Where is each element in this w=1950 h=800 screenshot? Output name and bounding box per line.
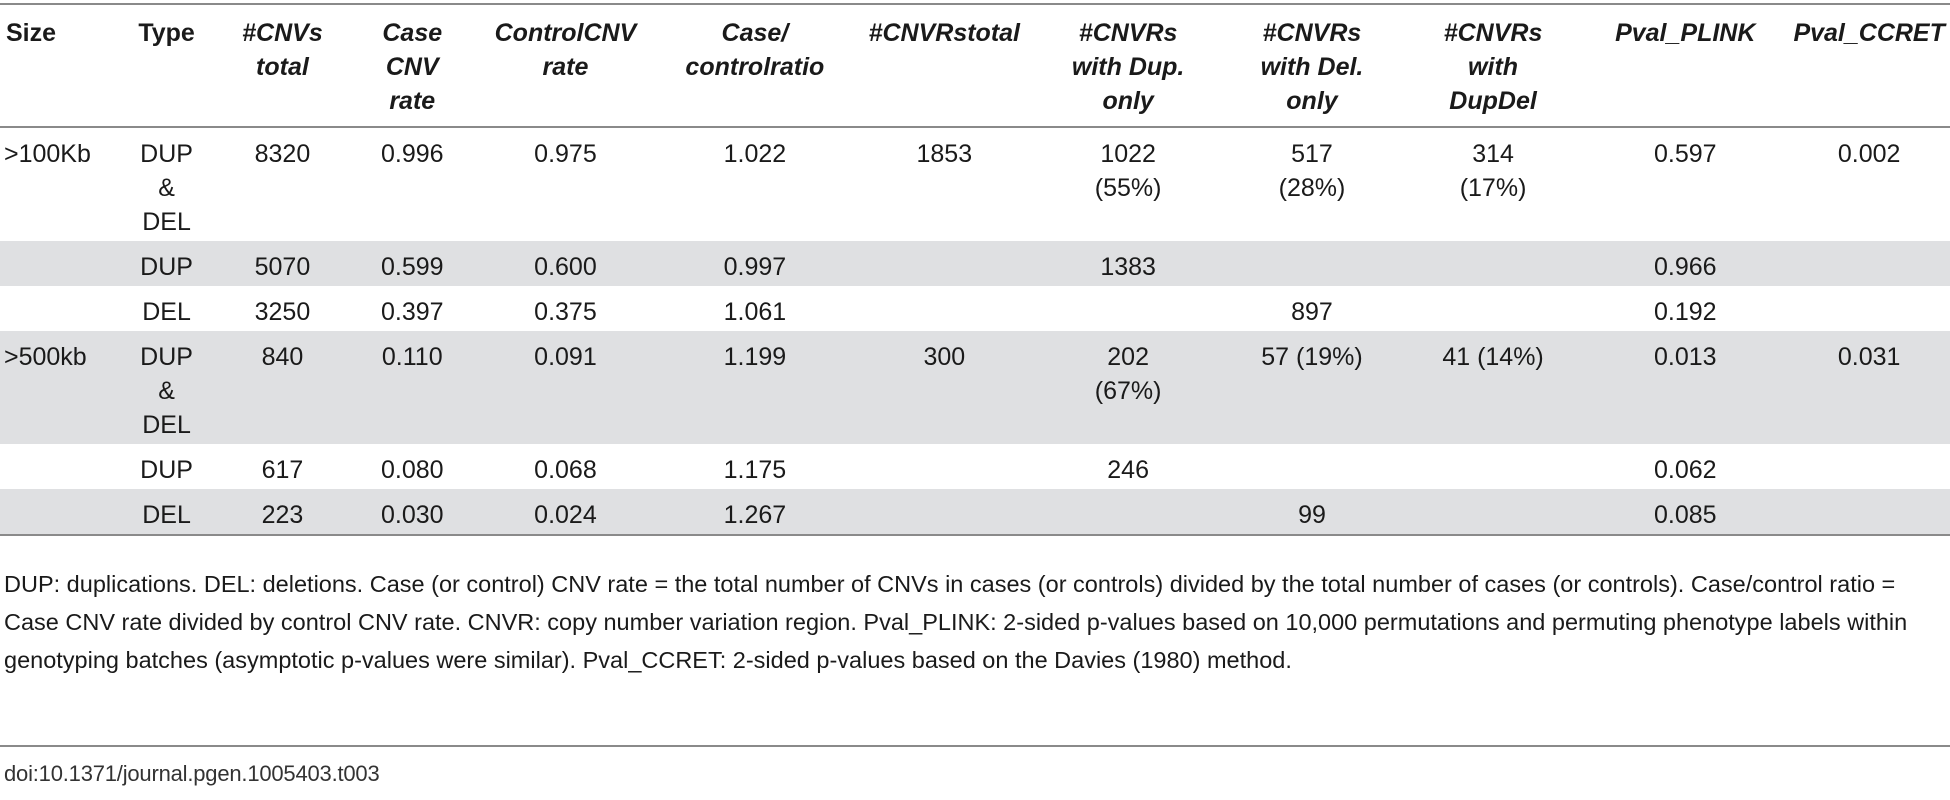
header-cnvrs-total: #CNVRstotal bbox=[852, 5, 1037, 128]
cell-size bbox=[0, 444, 119, 489]
cell-pval-plink: 0.013 bbox=[1582, 331, 1789, 444]
header-case-cnv-rate: Case CNV rate bbox=[350, 5, 474, 128]
cell-size: >500kb bbox=[0, 331, 120, 444]
cell-pval-ccret: 0.002 bbox=[1837, 140, 1901, 168]
cell-cnvs-total: 617 bbox=[261, 456, 304, 484]
header-cnvrs-dupdel: #CNVRs with DupDel bbox=[1403, 5, 1583, 128]
cell-pval-plink: 0.085 bbox=[1582, 489, 1789, 536]
cell-pval-ccret: 0.031 bbox=[1788, 331, 1950, 444]
table-footnote: DUP: duplications. DEL: deletions. Case … bbox=[4, 571, 1908, 673]
cell-case-cnv-rate: 0.397 bbox=[380, 298, 444, 326]
cell-case-cnv-rate: 0.080 bbox=[380, 456, 444, 484]
cell-cnvrs-total bbox=[852, 241, 1037, 286]
cell-type: DUP & DEL bbox=[119, 331, 214, 444]
cell-cnvs-total: 223 bbox=[213, 489, 351, 536]
table-row: DUP 617 0.080 0.068 1.175 246 0.062 bbox=[0, 444, 1950, 489]
cell-cnvrs-del-only: 57 (19%) bbox=[1220, 331, 1404, 444]
cell-cnvrs-del-only bbox=[1220, 241, 1404, 286]
cell-cnvrs-dup-only: 202 (67%) bbox=[1036, 331, 1221, 444]
cell-cnvrs-total bbox=[852, 286, 1036, 331]
cell-cnvs-total: 3250 bbox=[254, 298, 311, 326]
cell-type: DEL bbox=[119, 489, 214, 536]
cell-case-cnv-rate: 0.030 bbox=[350, 489, 474, 536]
header-type: Type bbox=[119, 5, 214, 128]
cell-type: DUP & DEL bbox=[140, 140, 193, 236]
cell-cnvrs-dup-only bbox=[1036, 489, 1221, 536]
cell-cnvs-total: 5070 bbox=[213, 241, 351, 286]
cell-cnvrs-dupdel: 314 (17%) bbox=[1459, 140, 1527, 202]
cell-cnvrs-total bbox=[852, 489, 1037, 536]
cell-size bbox=[0, 286, 119, 331]
cell-control-cnv-rate: 0.975 bbox=[534, 140, 597, 168]
cell-cnvrs-dupdel bbox=[1403, 489, 1583, 536]
cell-cnvrs-total: 300 bbox=[852, 331, 1037, 444]
doi-link[interactable]: doi:10.1371/journal.pgen.1005403.t003 bbox=[4, 761, 380, 786]
cell-case-control-ratio: 1.175 bbox=[723, 456, 787, 484]
cell-control-cnv-rate: 0.600 bbox=[473, 241, 658, 286]
cell-pval-ccret bbox=[1788, 241, 1950, 286]
cell-case-control-ratio: 0.997 bbox=[657, 241, 853, 286]
cell-type: DEL bbox=[142, 298, 191, 326]
cell-cnvrs-del-only bbox=[1220, 444, 1404, 489]
cell-pval-plink: 0.597 bbox=[1653, 140, 1717, 168]
footer-rule bbox=[0, 745, 1950, 747]
cell-type: DUP bbox=[140, 456, 193, 484]
header-cnvrs-dup-only: #CNVRs with Dup. only bbox=[1036, 5, 1221, 128]
cell-control-cnv-rate: 0.375 bbox=[534, 298, 597, 326]
cell-case-cnv-rate: 0.599 bbox=[350, 241, 474, 286]
cell-control-cnv-rate: 0.091 bbox=[473, 331, 658, 444]
cell-case-control-ratio: 1.022 bbox=[723, 140, 787, 168]
cell-cnvrs-total bbox=[852, 444, 1036, 489]
cell-cnvrs-del-only: 897 bbox=[1291, 298, 1333, 326]
table-row: DEL 223 0.030 0.024 1.267 99 0.085 bbox=[0, 489, 1950, 536]
cell-cnvs-total: 8320 bbox=[254, 140, 311, 168]
cnv-results-table: Size Type #CNVs total Case CNV rate Control… bbox=[0, 5, 1950, 536]
header-control-cnv-rate: ControlCNV rate bbox=[473, 5, 658, 128]
cell-pval-ccret bbox=[1788, 286, 1950, 331]
cell-type: DUP bbox=[119, 241, 214, 286]
cell-case-control-ratio: 1.267 bbox=[657, 489, 853, 536]
header-size: Size bbox=[0, 5, 120, 128]
cell-case-cnv-rate: 0.110 bbox=[350, 331, 474, 444]
cell-size bbox=[0, 489, 120, 536]
table-row: DUP 5070 0.599 0.600 0.997 1383 0.966 bbox=[0, 241, 1950, 286]
cell-pval-ccret bbox=[1788, 489, 1950, 536]
table-row: >500kb DUP & DEL 840 0.110 0.091 1.199 300… bbox=[0, 331, 1950, 444]
cell-cnvs-total: 840 bbox=[213, 331, 351, 444]
cell-cnvrs-dup-only bbox=[1036, 286, 1220, 331]
cell-case-control-ratio: 1.199 bbox=[657, 331, 853, 444]
cell-pval-plink: 0.966 bbox=[1582, 241, 1789, 286]
cell-cnvrs-del-only: 517 (28%) bbox=[1278, 140, 1346, 202]
cell-cnvrs-dup-only: 246 bbox=[1107, 456, 1149, 484]
header-pval-ccret: Pval_CCRET bbox=[1788, 5, 1950, 128]
cell-cnvrs-dupdel: 41 (14%) bbox=[1403, 331, 1583, 444]
table-row: >100Kb DUP & DEL 8320 0.996 0.975 1.022 18… bbox=[0, 127, 1950, 241]
cell-cnvrs-dupdel bbox=[1403, 241, 1583, 286]
table-top-rule bbox=[0, 3, 1950, 5]
header-pval-plink: Pval_PLINK bbox=[1582, 5, 1789, 128]
cell-cnvrs-del-only: 99 bbox=[1220, 489, 1404, 536]
header-case-control-ratio: Case/controlratio bbox=[657, 5, 853, 128]
cell-pval-ccret bbox=[1788, 444, 1950, 489]
header-cnvs-total: #CNVs total bbox=[213, 5, 351, 128]
header-cnvrs-del-only: #CNVRs with Del. only bbox=[1220, 5, 1404, 128]
cell-size: >100Kb bbox=[4, 140, 91, 168]
cell-case-cnv-rate: 0.996 bbox=[380, 140, 444, 168]
cell-control-cnv-rate: 0.068 bbox=[534, 456, 597, 484]
cell-cnvrs-total: 1853 bbox=[916, 140, 973, 168]
cell-size bbox=[0, 241, 120, 286]
table-header-row: Size Type #CNVs total Case CNV rate Control… bbox=[0, 5, 1950, 128]
cell-cnvrs-dup-only: 1383 bbox=[1036, 241, 1221, 286]
cell-pval-plink: 0.062 bbox=[1653, 456, 1717, 484]
table-row: DEL 3250 0.397 0.375 1.061 897 0.192 bbox=[0, 286, 1950, 331]
cell-cnvrs-dupdel bbox=[1404, 444, 1582, 489]
cell-cnvrs-dupdel bbox=[1404, 286, 1582, 331]
cell-cnvrs-dup-only: 1022 (55%) bbox=[1094, 140, 1162, 202]
cell-pval-plink: 0.192 bbox=[1653, 298, 1717, 326]
cell-case-control-ratio: 1.061 bbox=[723, 298, 787, 326]
cell-control-cnv-rate: 0.024 bbox=[473, 489, 658, 536]
